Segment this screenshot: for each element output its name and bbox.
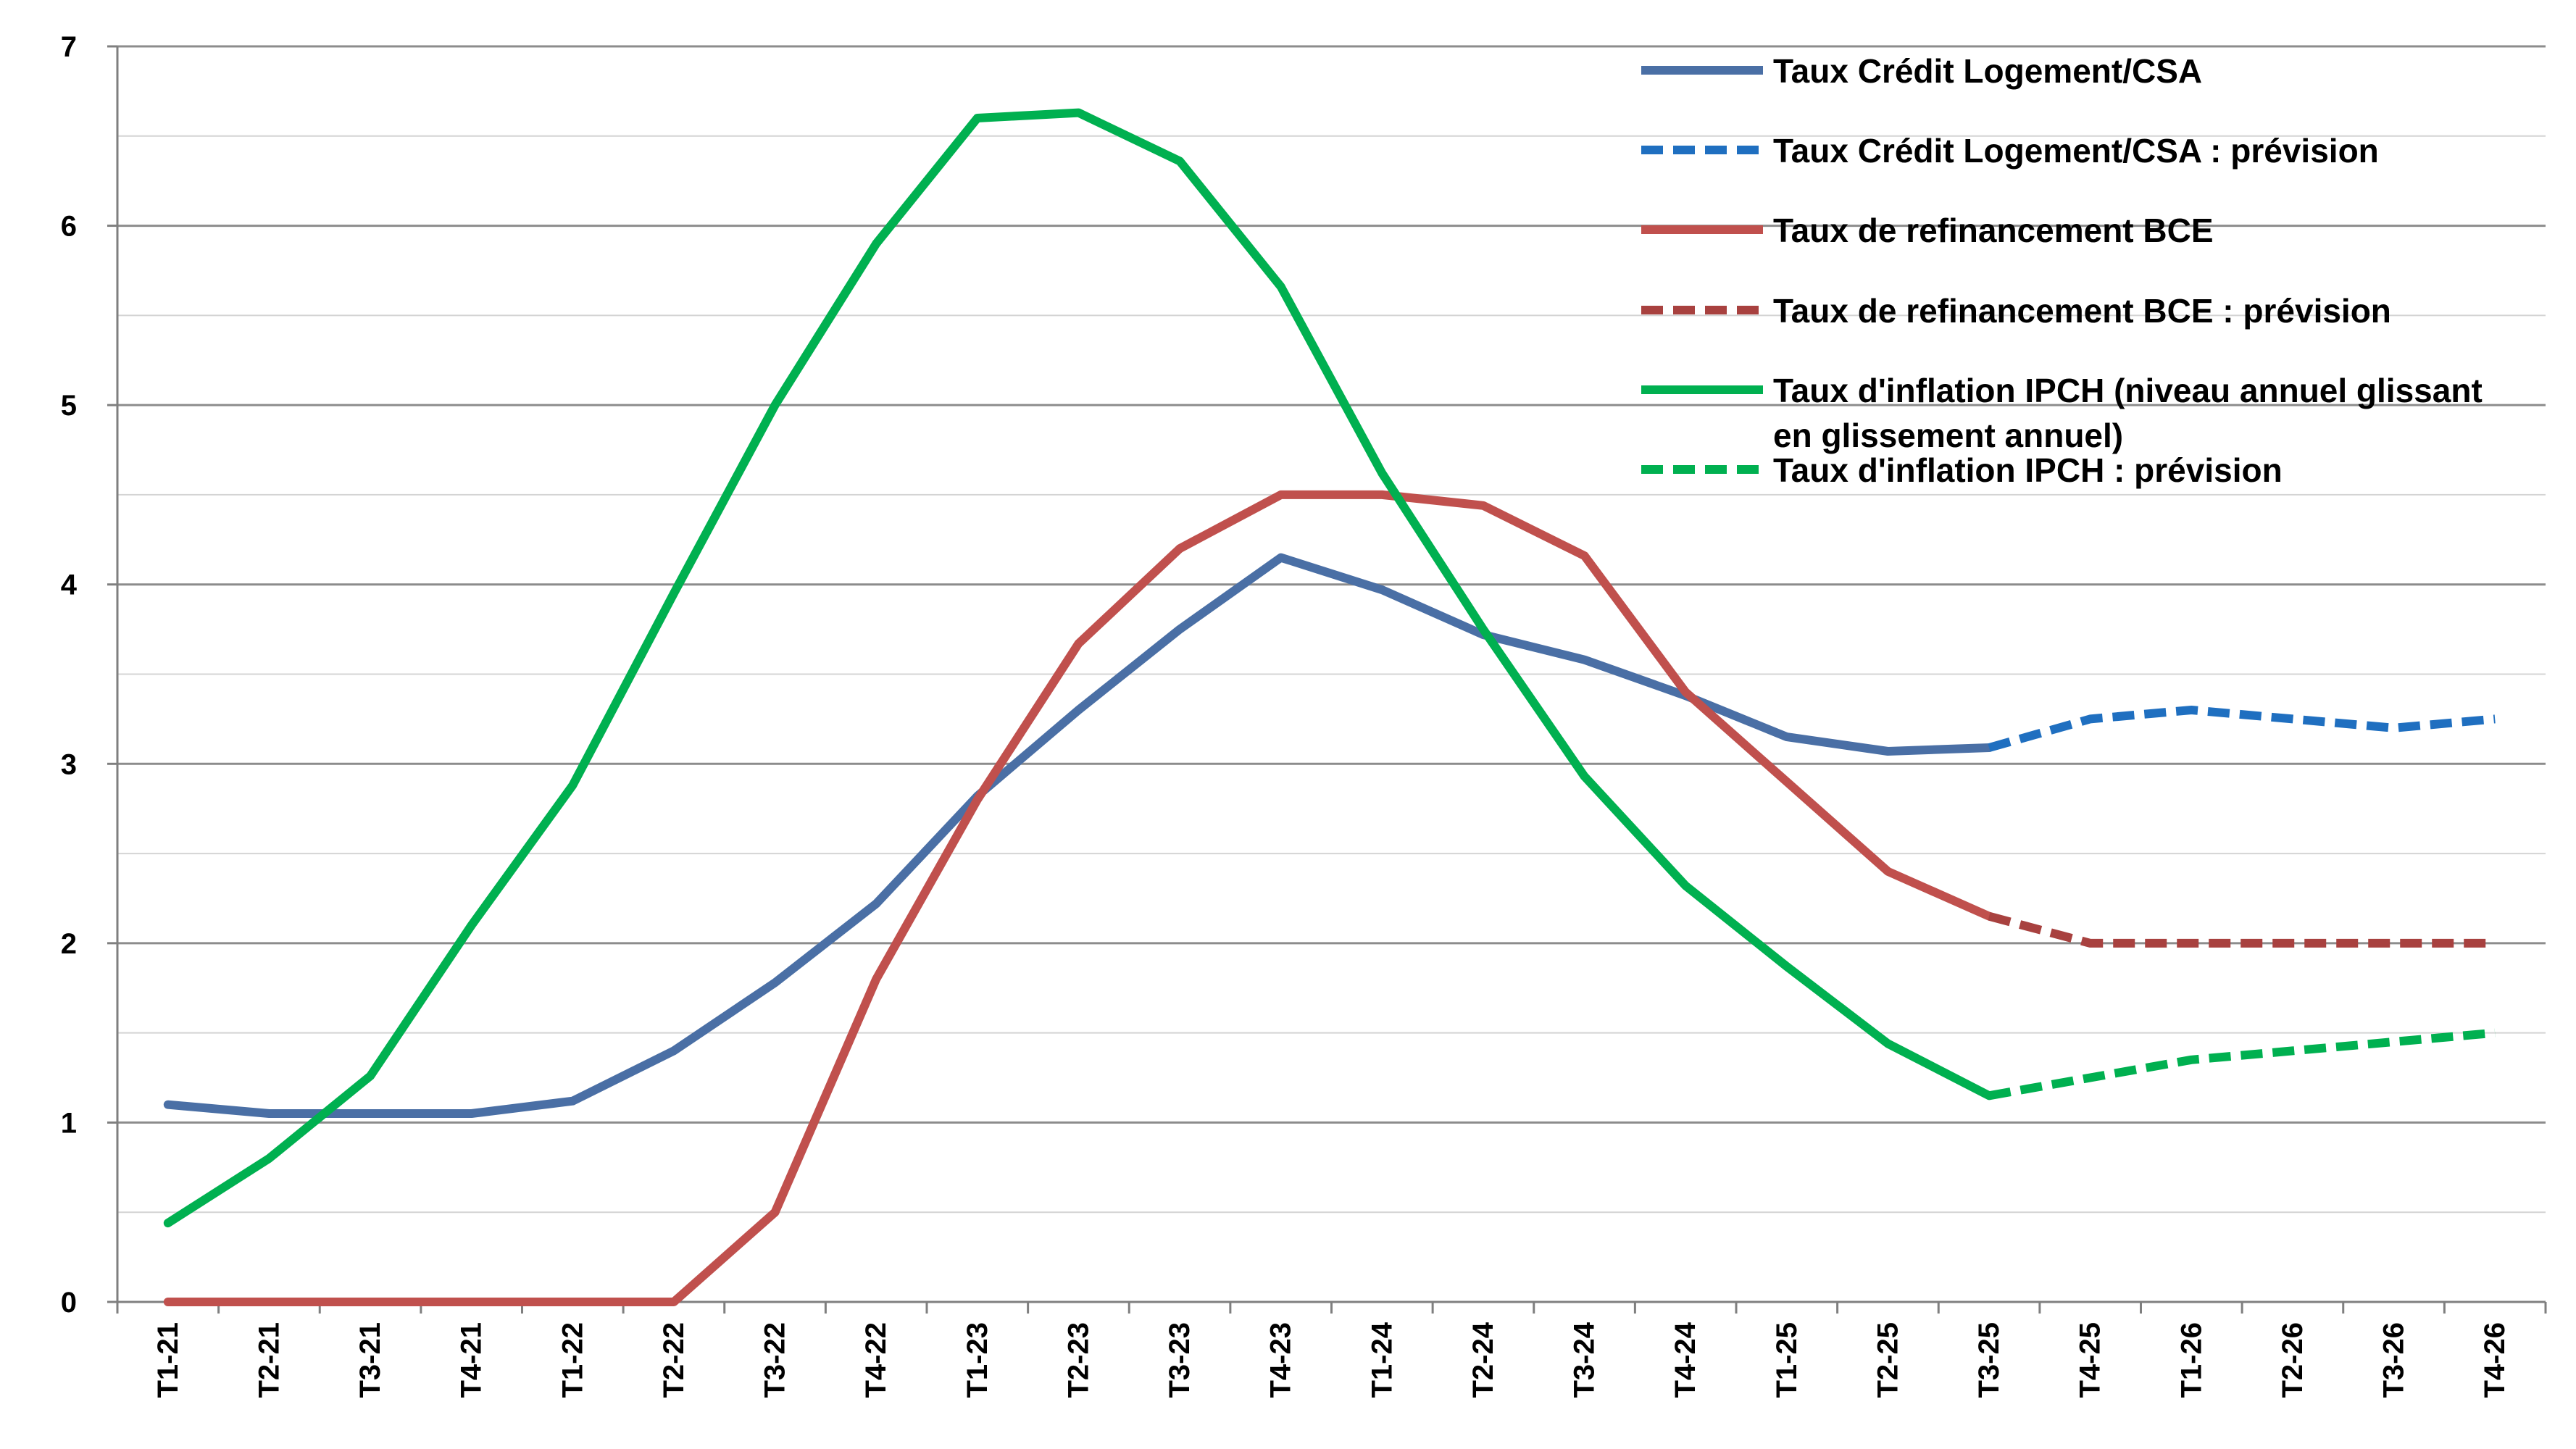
x-tick-label: T4-24	[1670, 1321, 1701, 1398]
series-lines	[163, 108, 2496, 1306]
x-tick-label: T1-24	[1366, 1321, 1398, 1398]
x-tick-label: T4-26	[2479, 1322, 2511, 1398]
legend-label-inflation-ipch-line2: en glissement annuel)	[1773, 417, 2123, 454]
x-tick-label: T2-23	[1062, 1322, 1094, 1398]
legend-label-credit-logement: Taux Crédit Logement/CSA	[1773, 52, 2202, 90]
x-tick-label: T3-23	[1164, 1322, 1196, 1398]
y-tick-label: 3	[61, 748, 77, 780]
series-line-2	[163, 490, 1994, 1306]
x-tick-label: T4-21	[456, 1322, 488, 1398]
legend: Taux Crédit Logement/CSA Taux Crédit Log…	[1641, 52, 2483, 489]
series-line-4	[163, 108, 1994, 1228]
y-tick-label: 5	[61, 390, 77, 422]
y-tick-label: 0	[61, 1287, 77, 1319]
y-tick-label: 7	[61, 31, 77, 63]
legend-label-refinancement-bce-prevision: Taux de refinancement BCE : prévision	[1773, 292, 2391, 330]
x-tick-label: T1-26	[2175, 1322, 2207, 1398]
x-tick-label: T4-23	[1265, 1322, 1297, 1398]
x-tick-label: T2-26	[2277, 1322, 2309, 1398]
x-tick-label: T1-25	[1771, 1322, 1803, 1398]
x-tick-label: T3-26	[2378, 1322, 2410, 1398]
legend-label-refinancement-bce: Taux de refinancement BCE	[1773, 212, 2214, 249]
x-tick-label: T3-22	[759, 1322, 791, 1398]
series-line-5	[1988, 1028, 2496, 1101]
legend-label-inflation-ipch-line1: Taux d'inflation IPCH (niveau annuel gli…	[1773, 372, 2483, 409]
legend-label-credit-logement-prevision: Taux Crédit Logement/CSA : prévision	[1773, 132, 2379, 170]
x-tick-label: T2-24	[1467, 1321, 1499, 1398]
x-tick-label: T2-22	[658, 1322, 690, 1398]
x-tick-label: T2-25	[1872, 1322, 1904, 1398]
series-line-1	[1988, 706, 2496, 752]
x-tick-label: T3-24	[1569, 1321, 1601, 1398]
x-tick-label: T2-21	[253, 1322, 285, 1398]
x-tick-label: T4-25	[2075, 1322, 2106, 1398]
y-tick-label: 4	[61, 569, 78, 601]
x-tick-label: T3-25	[1973, 1322, 2005, 1398]
x-tick-label: T4-22	[860, 1322, 892, 1398]
y-tick-label: 2	[61, 928, 77, 960]
y-tick-label: 6	[61, 211, 77, 243]
x-tick-label: T3-21	[354, 1322, 386, 1398]
series-line-3	[1988, 911, 2496, 948]
x-tick-label: T1-21	[152, 1322, 184, 1398]
legend-label-inflation-ipch-prevision: Taux d'inflation IPCH : prévision	[1773, 451, 2283, 489]
x-tick-label: T1-22	[557, 1322, 588, 1398]
x-tick-label: T1-23	[962, 1322, 993, 1398]
y-tick-label: 1	[61, 1107, 77, 1139]
